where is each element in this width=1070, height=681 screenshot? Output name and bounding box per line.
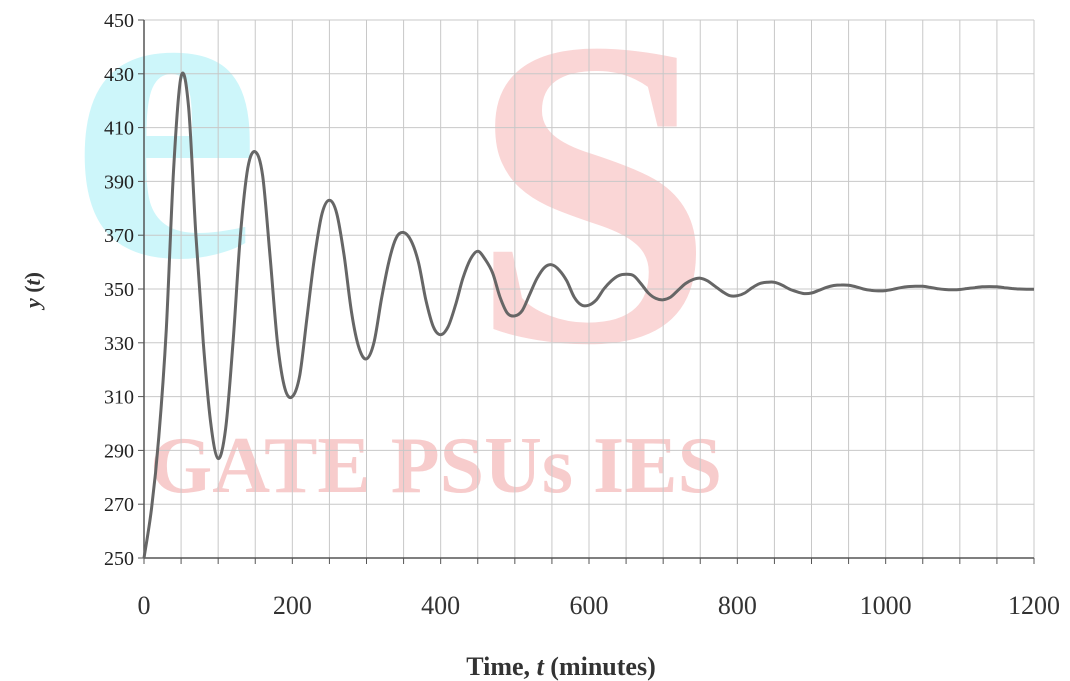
y-axis-title: y (t) bbox=[20, 272, 45, 311]
x-tick-label: 1200 bbox=[1008, 591, 1060, 620]
svg-text:S: S bbox=[470, 0, 715, 436]
x-tick-label: 400 bbox=[421, 591, 460, 620]
y-tick-label: 410 bbox=[104, 118, 134, 140]
watermark: e S GATE PSUs IES bbox=[70, 0, 722, 510]
x-tick-label: 600 bbox=[570, 591, 609, 620]
y-tick-label: 250 bbox=[104, 548, 134, 570]
svg-text:e: e bbox=[70, 0, 261, 349]
y-tick-label: 270 bbox=[104, 494, 134, 516]
axes bbox=[138, 19, 1035, 564]
y-tick-label: 430 bbox=[104, 64, 134, 86]
x-tick-label: 1000 bbox=[860, 591, 912, 620]
watermark-logo: e S bbox=[70, 0, 715, 436]
series-line bbox=[142, 71, 1034, 559]
y-tick-label: 350 bbox=[104, 279, 134, 301]
watermark-text: GATE PSUs IES bbox=[150, 422, 722, 510]
y-tick-label: 330 bbox=[104, 333, 134, 355]
y-tick-label: 370 bbox=[104, 225, 134, 247]
y-tick-labels: 250 270 290 310 330 350 370 390 410 430 450 bbox=[104, 10, 134, 570]
x-axis-title: Time, t (minutes) bbox=[466, 652, 655, 681]
y-tick-label: 310 bbox=[104, 387, 134, 409]
x-tick-labels: 0 200 400 600 800 1000 1200 bbox=[138, 591, 1061, 620]
x-tick-label: 200 bbox=[273, 591, 312, 620]
series-group bbox=[142, 71, 1034, 559]
y-tick-label: 450 bbox=[104, 10, 134, 32]
x-tick-label: 800 bbox=[718, 591, 757, 620]
x-tick-label: 0 bbox=[138, 591, 151, 620]
y-tick-label: 390 bbox=[104, 171, 134, 193]
y-tick-label: 290 bbox=[104, 440, 134, 462]
